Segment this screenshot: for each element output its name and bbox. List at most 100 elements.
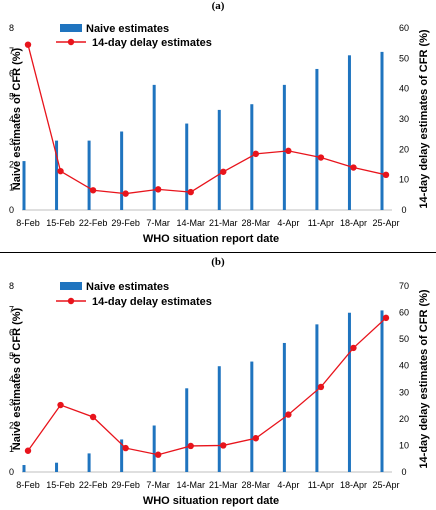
legend-line-marker — [67, 297, 75, 305]
left-y-tick-label: 3 — [9, 397, 14, 407]
x-tick-label: 11-Apr — [308, 218, 334, 228]
legend-delay-label: 14-day delay estimates — [92, 37, 212, 49]
right-y-tick-label: 10 — [399, 440, 409, 450]
naive-estimate-bar — [347, 55, 351, 210]
delay-estimate-point — [350, 164, 357, 171]
right-y-axis-title: 14-day delay estimates of CFR (%) — [418, 289, 430, 468]
left-y-tick-label: 7 — [9, 304, 14, 314]
panel-divider — [0, 252, 436, 253]
x-tick-label: 14-Mar — [176, 480, 205, 490]
x-tick-label: 22-Feb — [79, 480, 108, 490]
naive-estimate-bar — [185, 123, 189, 210]
naive-estimate-bar — [87, 140, 91, 210]
left-y-tick-label: 8 — [9, 281, 14, 291]
naive-estimate-bar — [22, 465, 26, 472]
delay-estimate-point — [317, 154, 325, 161]
x-tick-label: 28-Mar — [242, 218, 271, 228]
delay-estimate-point — [252, 435, 260, 442]
x-tick-label: 22-Feb — [79, 218, 108, 228]
right-y-axis-title: 14-day delay estimates of CFR (%) — [418, 29, 430, 208]
naive-estimate-bar — [380, 51, 384, 211]
naive-estimate-bar — [217, 366, 221, 472]
delay-estimate-point — [285, 147, 292, 155]
legend-naive-label: Naive estimates — [86, 281, 169, 293]
delay-estimate-point — [252, 150, 260, 158]
right-y-tick-label: 60 — [399, 308, 409, 318]
naive-estimate-bar — [152, 84, 156, 210]
delay-estimate-point — [154, 186, 162, 193]
naive-estimate-bar — [87, 453, 91, 472]
x-tick-label: 4-Apr — [277, 218, 299, 228]
naive-estimate-bar — [120, 131, 124, 210]
delay-estimate-point — [317, 383, 325, 391]
delay-estimate-point — [220, 442, 227, 449]
left-y-tick-label: 3 — [9, 137, 14, 147]
left-y-axis-title: Naive estimates of CFR (%) — [11, 47, 23, 190]
delay-estimate-point — [350, 344, 357, 352]
delay-estimate-point — [285, 411, 292, 418]
naive-estimate-bar — [120, 439, 124, 472]
left-y-tick-label: 5 — [9, 91, 14, 101]
x-tick-label: 15-Feb — [46, 218, 75, 228]
naive-estimate-bar — [315, 68, 319, 210]
left-y-tick-label: 2 — [9, 160, 14, 170]
right-y-tick-label: 10 — [399, 175, 409, 185]
right-y-tick-label: 70 — [399, 281, 409, 291]
left-y-tick-label: 7 — [9, 46, 14, 56]
left-y-tick-label: 5 — [9, 351, 14, 361]
x-tick-label: 21-Mar — [209, 218, 238, 228]
x-tick-label: 25-Apr — [372, 218, 399, 228]
left-y-tick-label: 1 — [9, 182, 14, 192]
delay-estimate-point — [122, 190, 129, 197]
x-tick-label: 8-Feb — [16, 218, 40, 228]
delay-estimate-point — [187, 442, 194, 450]
delay-estimate-point — [24, 41, 32, 48]
x-tick-label: 4-Apr — [277, 480, 299, 490]
delay-estimate-point — [89, 413, 97, 421]
naive-estimate-bar — [55, 462, 59, 472]
right-y-tick-label: 0 — [401, 467, 406, 477]
naive-estimate-bar — [347, 312, 351, 472]
delay-estimate-point — [57, 401, 64, 409]
right-y-tick-label: 0 — [401, 205, 406, 215]
naive-estimate-bar — [22, 161, 26, 210]
left-y-tick-label: 1 — [9, 444, 14, 454]
x-tick-label: 29-Feb — [111, 218, 140, 228]
x-tick-label: 18-Apr — [340, 480, 367, 490]
panel-b-label: (b) — [211, 256, 225, 268]
naive-estimate-bar — [152, 425, 156, 472]
delay-estimate-point — [382, 171, 390, 179]
right-y-tick-label: 50 — [399, 334, 409, 344]
right-y-tick-label: 40 — [399, 361, 409, 371]
left-y-tick-label: 8 — [9, 23, 14, 33]
chart-b: 0 1 2 3 4 5 6 7 8 0 10 20 30 40 50 60 70 8-Feb 15-Feb 22-Fe… — [9, 281, 430, 507]
right-y-tick-label: 40 — [399, 84, 409, 94]
x-tick-label: 21-Mar — [209, 480, 238, 490]
x-tick-label: 28-Mar — [242, 480, 271, 490]
left-y-tick-label: 0 — [9, 467, 14, 477]
delay-estimate-point — [382, 314, 390, 322]
legend-bar-swatch — [60, 282, 82, 290]
left-y-axis-title: Naive estimates of CFR (%) — [11, 307, 23, 450]
x-tick-label: 8-Feb — [16, 480, 40, 490]
delay-estimate-point — [24, 447, 32, 454]
naive-estimate-bar — [282, 342, 286, 472]
x-axis-title: WHO situation report date — [143, 233, 279, 245]
x-tick-label: 11-Apr — [308, 480, 334, 490]
left-y-tick-label: 0 — [9, 205, 14, 215]
right-y-tick-label: 30 — [399, 114, 409, 124]
x-tick-label: 29-Feb — [111, 480, 140, 490]
naive-estimate-bar — [250, 361, 254, 472]
delay-estimate-point — [220, 168, 227, 175]
left-y-tick-label: 6 — [9, 69, 14, 79]
right-y-tick-label: 20 — [399, 144, 409, 154]
delay-estimate-point — [122, 444, 129, 452]
x-tick-label: 25-Apr — [372, 480, 399, 490]
left-y-tick-label: 4 — [9, 374, 14, 384]
x-tick-label: 7-Mar — [146, 218, 170, 228]
naive-estimate-bar — [315, 324, 319, 472]
right-y-tick-label: 50 — [399, 53, 409, 63]
x-axis-title: WHO situation report date — [143, 495, 279, 507]
legend-line-marker — [67, 38, 75, 46]
left-y-tick-label: 4 — [9, 114, 14, 124]
